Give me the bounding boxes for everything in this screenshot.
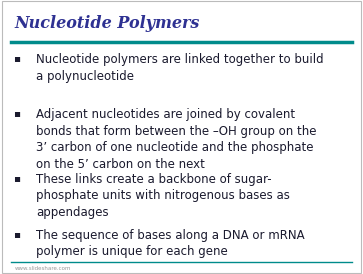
Text: ▪: ▪ — [13, 229, 20, 239]
Text: ▪: ▪ — [13, 53, 20, 63]
Text: The sequence of bases along a DNA or mRNA
polymer is unique for each gene: The sequence of bases along a DNA or mRN… — [36, 229, 305, 258]
Text: Adjacent nucleotides are joined by covalent
bonds that form between the –OH grou: Adjacent nucleotides are joined by coval… — [36, 108, 317, 171]
Text: These links create a backbone of sugar-
phosphate units with nitrogenous bases a: These links create a backbone of sugar- … — [36, 173, 290, 219]
Text: Nucleotide Polymers: Nucleotide Polymers — [15, 15, 200, 32]
Text: ▪: ▪ — [13, 108, 20, 118]
Text: ▪: ▪ — [13, 173, 20, 182]
Text: Nucleotide polymers are linked together to build
a polynucleotide: Nucleotide polymers are linked together … — [36, 53, 324, 83]
Text: www.slideshare.com: www.slideshare.com — [15, 266, 71, 271]
